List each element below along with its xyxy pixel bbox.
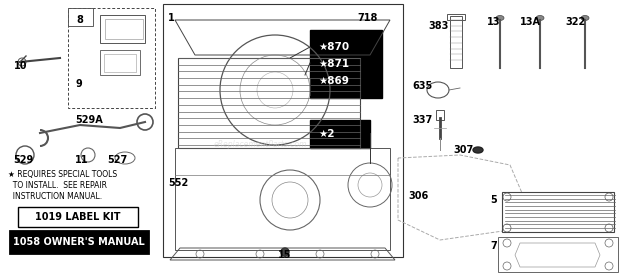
Ellipse shape: [473, 147, 483, 153]
Text: eReplacementParts.com: eReplacementParts.com: [214, 140, 307, 148]
Text: 718: 718: [357, 13, 378, 23]
Text: 9: 9: [76, 79, 82, 89]
Circle shape: [281, 248, 289, 256]
Text: 1: 1: [168, 13, 175, 23]
Text: 8: 8: [76, 15, 83, 25]
Bar: [100, 50, 140, 75]
Bar: [18, 207, 138, 227]
Bar: [436, 110, 444, 120]
Text: ★871: ★871: [318, 59, 349, 69]
Text: 322: 322: [565, 17, 585, 27]
Text: 1058 OWNER'S MANUAL: 1058 OWNER'S MANUAL: [13, 237, 145, 247]
Text: ★869: ★869: [318, 76, 349, 86]
Bar: [447, 14, 465, 20]
Bar: [10, 231, 148, 253]
Ellipse shape: [581, 16, 589, 20]
Text: 383: 383: [428, 21, 448, 31]
Text: INSTRUCTION MANUAL.: INSTRUCTION MANUAL.: [8, 192, 102, 201]
Bar: [163, 4, 403, 257]
Bar: [68, 8, 155, 108]
Text: 306: 306: [408, 191, 428, 201]
Bar: [502, 192, 614, 232]
Text: 337: 337: [412, 115, 432, 125]
Text: ★870: ★870: [318, 42, 349, 52]
Text: 1019 LABEL KIT: 1019 LABEL KIT: [35, 212, 121, 222]
Bar: [105, 19, 143, 39]
Text: 529: 529: [13, 155, 33, 165]
Text: 10: 10: [14, 61, 27, 71]
Bar: [104, 54, 136, 72]
Ellipse shape: [496, 16, 504, 20]
Text: 7: 7: [490, 241, 497, 251]
Text: 13: 13: [487, 17, 500, 27]
Bar: [310, 120, 370, 148]
Text: 13A: 13A: [520, 17, 541, 27]
Bar: [100, 15, 145, 43]
Text: ★2: ★2: [318, 129, 335, 139]
Text: 5: 5: [490, 195, 497, 205]
Text: 11: 11: [75, 155, 89, 165]
Bar: [68, 8, 93, 26]
Text: TO INSTALL.  SEE REPAIR: TO INSTALL. SEE REPAIR: [8, 181, 107, 190]
Text: 552: 552: [168, 178, 188, 188]
Text: 15: 15: [278, 250, 291, 260]
Text: 529A: 529A: [75, 115, 103, 125]
Text: ★ REQUIRES SPECIAL TOOLS: ★ REQUIRES SPECIAL TOOLS: [8, 170, 117, 179]
Text: 527: 527: [107, 155, 127, 165]
Bar: [450, 16, 462, 68]
Bar: [310, 30, 382, 98]
Ellipse shape: [536, 16, 544, 20]
Text: 307: 307: [453, 145, 473, 155]
Text: 635: 635: [412, 81, 432, 91]
